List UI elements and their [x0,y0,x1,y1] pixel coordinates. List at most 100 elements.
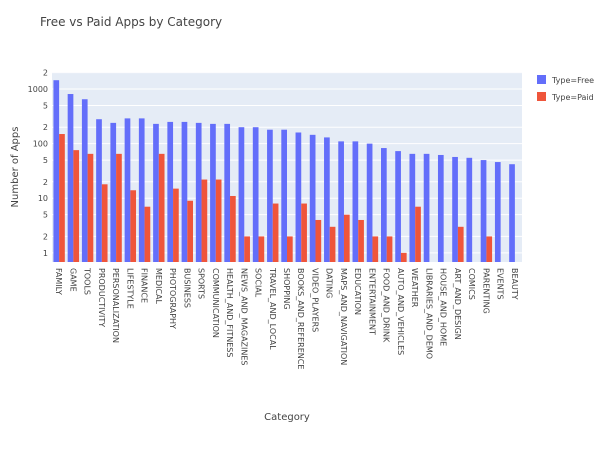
x-tick-label: PARENTING [481,268,490,314]
bar [153,123,159,262]
x-tick-label: TOOLS [83,267,92,295]
x-tick-label: BOOKS_AND_REFERENCE [296,268,305,369]
x-tick-label: NEWS_AND_MAGAZINES [239,268,248,366]
bar [195,122,202,262]
x-tick-label: PRODUCTIVITY [97,268,106,327]
x-tick-label: PHOTOGRAPHY [168,268,177,329]
x-tick-label: COMMUNICATION [211,268,220,338]
legend-swatch [537,92,546,101]
y-tick-label: 2 [43,69,48,78]
bar [87,153,94,262]
bar [338,141,344,262]
x-tick-label: FOOD_AND_DRINK [382,268,391,343]
bar [59,134,65,262]
x-tick-label: ENTERTAINMENT [367,268,376,335]
x-tick-label: SPORTS [197,268,206,299]
x-tick-label: TRAVEL_AND_LOCAL [268,267,277,350]
bar [466,157,473,262]
x-tick-label: WEATHER [410,268,419,308]
bar [329,226,336,262]
bar [130,190,137,262]
bar [309,134,316,262]
bar [138,118,145,263]
bar [423,153,430,262]
y-tick-label: 2 [43,178,48,187]
bar [409,153,416,262]
bar [352,141,359,262]
x-tick-label: SOCIAL [254,268,263,298]
bar [457,226,464,262]
bar [73,150,80,262]
bar [395,151,401,262]
bar [287,236,293,262]
x-tick-label: VIDEO_PLAYERS [310,268,319,332]
x-tick-label: BUSINESS [182,268,191,308]
bar [238,127,245,262]
bar [494,162,501,262]
bar [201,179,208,262]
bar [366,143,373,262]
x-tick-label: ART_AND_DESIGN [453,268,462,340]
bar [215,179,222,262]
legend-swatch [537,75,546,84]
bar [358,219,364,262]
y-tick-label: 10 [38,194,48,203]
x-tick-label: SHOPPING [282,268,291,310]
bar [343,214,350,262]
legend-label: Type=Free [551,76,594,85]
y-tick-label: 1000 [28,85,48,94]
y-tick-label: 5 [43,211,48,220]
x-tick-label: EVENTS [496,268,505,300]
x-tick-label: MEDICAL [154,268,163,305]
bar [230,195,236,262]
bar [267,129,273,262]
bar [167,121,174,263]
x-tick-label: LIBRARIES_AND_DEMO [424,268,433,359]
bar [116,153,122,262]
bar [315,219,322,262]
bar [372,236,379,262]
bar [96,119,102,263]
x-tick-label: BEAUTY [510,268,519,300]
bar [158,153,165,262]
x-tick-label: COMICS [467,268,476,300]
bar [181,121,188,263]
bar [295,132,302,262]
bar [386,236,393,262]
legend-label: Type=Paid [551,93,594,102]
bar [252,127,259,262]
bar [258,236,265,262]
bar [81,99,88,262]
bar [124,118,131,263]
y-tick-label: 1 [43,249,48,258]
y-tick-label: 5 [43,101,48,110]
x-tick-label: PERSONALIZATION [111,268,120,343]
bar [110,122,117,262]
x-tick-label: LIFESTYLE [125,268,134,309]
bar [224,123,231,262]
bar [187,200,193,262]
bar [486,236,493,262]
bar [415,206,421,262]
bar [381,148,387,262]
bar [173,188,179,262]
bar [480,160,487,262]
y-tick-label: 5 [43,156,48,165]
x-tick-label: AUTO_AND_VEHICLES [396,268,405,355]
bar [400,252,407,262]
x-tick-label: FINANCE [140,268,149,303]
x-tick-label: EDUCATION [353,268,362,315]
bar [53,80,60,263]
bar [67,94,74,262]
bar [437,154,444,262]
bar [324,137,330,262]
y-tick-label: 100 [33,140,48,149]
bar [301,203,307,262]
x-tick-label: GAME [68,268,77,292]
x-tick-label: HEALTH_AND_FITNESS [225,268,234,357]
y-axis-title: Number of Apps [10,127,21,208]
x-tick-label: FAMILY [54,268,63,295]
bar [509,164,515,262]
y-tick-label: 2 [43,123,48,132]
